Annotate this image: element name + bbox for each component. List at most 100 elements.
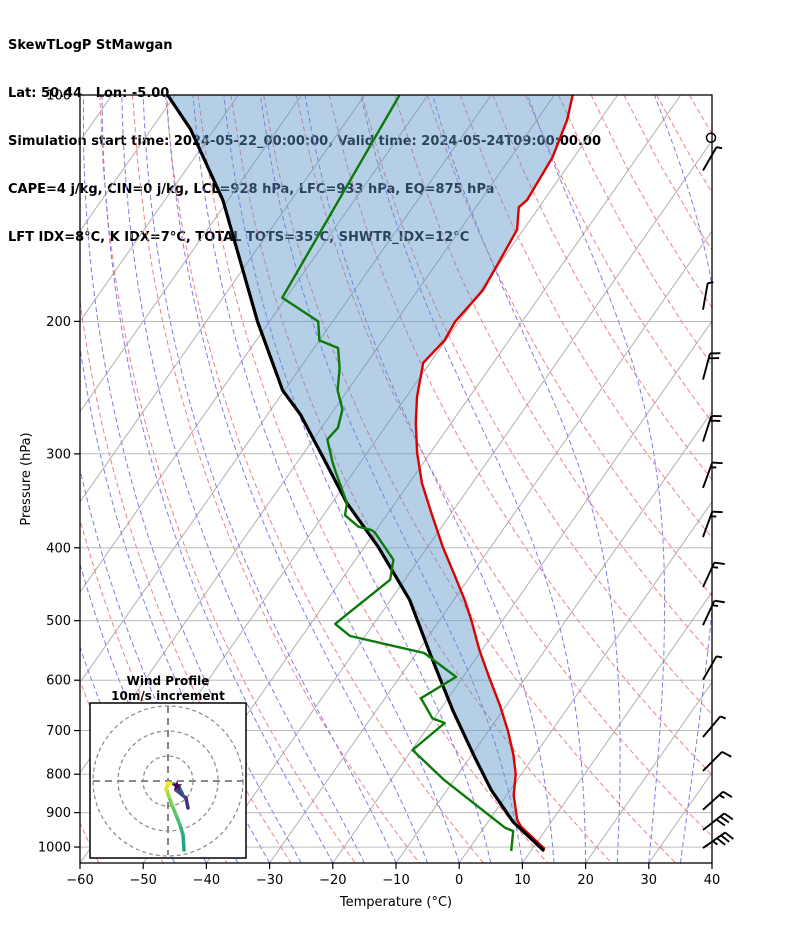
dry-adiabat-line <box>459 95 712 539</box>
wind-barb-icon <box>702 750 732 772</box>
isotherm-line <box>711 862 712 863</box>
dewpoint-curve <box>281 95 515 852</box>
dry-adiabat-line <box>80 296 292 863</box>
wind-barbs <box>702 132 734 849</box>
wind-barb-icon <box>702 281 714 310</box>
y-tick-label: 1000 <box>38 841 71 856</box>
dry-adiabat-line <box>263 95 677 863</box>
dry-adiabat-line <box>230 95 612 863</box>
dry-adiabat-line <box>328 95 712 776</box>
moist-adiabat-line <box>304 95 555 863</box>
moist-adiabat-line <box>142 95 397 863</box>
hodograph-trace-segment <box>174 813 182 827</box>
hodograph-trace-segment <box>181 833 186 852</box>
dry-adiabat-line <box>656 95 712 194</box>
moist-adiabat-line <box>121 95 365 863</box>
dry-adiabat-line <box>623 95 712 251</box>
wind-barb-icon <box>702 461 723 489</box>
hodograph-ring <box>92 705 244 857</box>
dry-adiabat-line <box>525 95 712 424</box>
sounding-curves <box>166 95 574 853</box>
x-tick-label: 0 <box>455 873 463 888</box>
wind-barb-icon <box>702 352 721 380</box>
dry-adiabat-line <box>80 821 100 863</box>
y-tick-label: 900 <box>46 806 71 821</box>
x-tick-label: 20 <box>577 873 594 888</box>
isotherm-line <box>80 95 492 684</box>
isotherm-line <box>80 95 303 413</box>
dry-adiabat-line <box>394 95 712 656</box>
hodograph-trace-segment <box>174 788 188 800</box>
wind-barb-icon <box>702 146 723 171</box>
wind-barb-icon <box>702 561 725 588</box>
moist-adiabat-line <box>166 95 429 863</box>
y-axis-label: Pressure (hPa) <box>19 432 34 525</box>
wind-barb-icon <box>702 599 725 626</box>
title-line-latlon: Lat: 50.44 Lon: -5.00 <box>8 86 170 101</box>
hodograph-inset <box>89 702 247 859</box>
wind-barb-icon <box>702 655 723 681</box>
isotherm-line <box>80 95 176 232</box>
moist-adiabat-line <box>223 95 492 863</box>
hodograph-subtitle: 10m/s increment <box>111 689 225 703</box>
y-tick-label: 800 <box>46 768 71 783</box>
dry-adiabat-line <box>197 95 548 863</box>
wind-barb-icon <box>702 715 727 738</box>
y-tick-label: 300 <box>46 447 71 462</box>
y-tick-label: 400 <box>46 541 71 556</box>
hodograph-ring <box>142 755 194 807</box>
x-axis-label: Temperature (°C) <box>339 895 452 910</box>
y-tick-label: 100 <box>46 89 71 104</box>
shaded-area <box>167 95 573 851</box>
isotherm-line <box>80 95 366 503</box>
dry-adiabat-line <box>590 95 712 309</box>
isotherm-line <box>332 320 712 863</box>
moist-adiabat-line <box>80 344 271 863</box>
moist-adiabat-line <box>744 95 794 863</box>
isotherm-line <box>648 771 712 863</box>
title-line-cape: CAPE=4 j/kg, CIN=0 j/kg, LCL=928 hPa, LF… <box>8 182 495 197</box>
background-lines <box>80 95 794 863</box>
y-tick-label: 700 <box>46 724 71 739</box>
axis-ticks: −60 −50 −40 −30 −20 −10 0 10 20 30 40 100 200 300 400 5… <box>38 89 720 889</box>
isotherm-line <box>395 410 712 863</box>
x-tick-label: −60 <box>66 873 93 888</box>
x-tick-label: −10 <box>382 873 409 888</box>
x-tick-label: 30 <box>641 873 658 888</box>
isotherm-line <box>269 230 712 863</box>
wind-barb-icon <box>702 414 722 442</box>
x-tick-label: 40 <box>704 873 721 888</box>
wind-barb-icon <box>702 510 723 538</box>
dry-adiabat-line <box>295 95 712 837</box>
isotherm-line <box>585 681 712 863</box>
moist-adiabat-line <box>527 95 666 863</box>
moist-adiabat-line <box>82 95 302 863</box>
cape-cin-shading <box>167 95 573 851</box>
hodograph-ring <box>117 730 219 832</box>
wind-barb-icon <box>702 812 734 831</box>
isotherm-line <box>80 95 429 594</box>
calm-wind-icon <box>705 132 717 144</box>
wind-barb-icon <box>702 831 734 849</box>
dry-adiabat-line <box>557 95 712 366</box>
x-tick-label: −50 <box>129 873 156 888</box>
header-block: SkewTLogP StMawgan Lat: 50.44 Lon: -5.00… <box>8 6 601 278</box>
dry-adiabat-line <box>99 95 356 863</box>
y-tick-label: 500 <box>46 614 71 629</box>
storm-motion-star-icon <box>171 780 183 791</box>
moist-adiabat-line <box>711 859 712 863</box>
moist-adiabat-line <box>432 95 621 863</box>
dry-adiabat-line <box>132 95 420 863</box>
moist-adiabat-line <box>101 95 334 863</box>
hodograph-trace-segment <box>184 796 190 810</box>
title-line-station: SkewTLogP StMawgan <box>8 38 173 53</box>
temperature-curve <box>414 95 574 850</box>
isotherm-line <box>80 95 239 323</box>
x-tick-label: 10 <box>514 873 531 888</box>
x-tick-label: −30 <box>256 873 283 888</box>
isotherm-line <box>521 591 712 863</box>
y-tick-label: 600 <box>46 674 71 689</box>
x-tick-label: −40 <box>193 873 220 888</box>
